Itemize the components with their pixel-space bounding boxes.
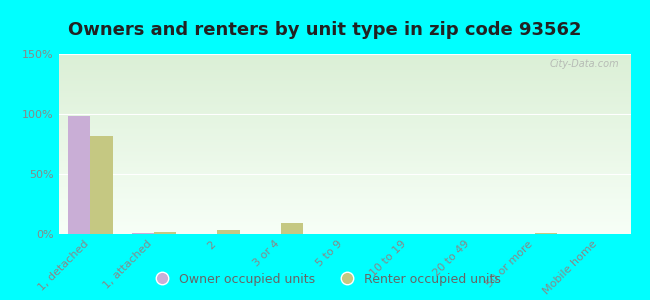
Text: City-Data.com: City-Data.com <box>549 59 619 69</box>
Bar <box>281 223 303 234</box>
Bar <box>535 233 558 234</box>
Bar <box>68 116 90 234</box>
Bar <box>90 136 112 234</box>
Bar <box>217 230 240 234</box>
Legend: Owner occupied units, Renter occupied units: Owner occupied units, Renter occupied un… <box>144 268 506 291</box>
Bar <box>154 232 176 234</box>
Bar <box>131 233 154 234</box>
Text: Owners and renters by unit type in zip code 93562: Owners and renters by unit type in zip c… <box>68 21 582 39</box>
